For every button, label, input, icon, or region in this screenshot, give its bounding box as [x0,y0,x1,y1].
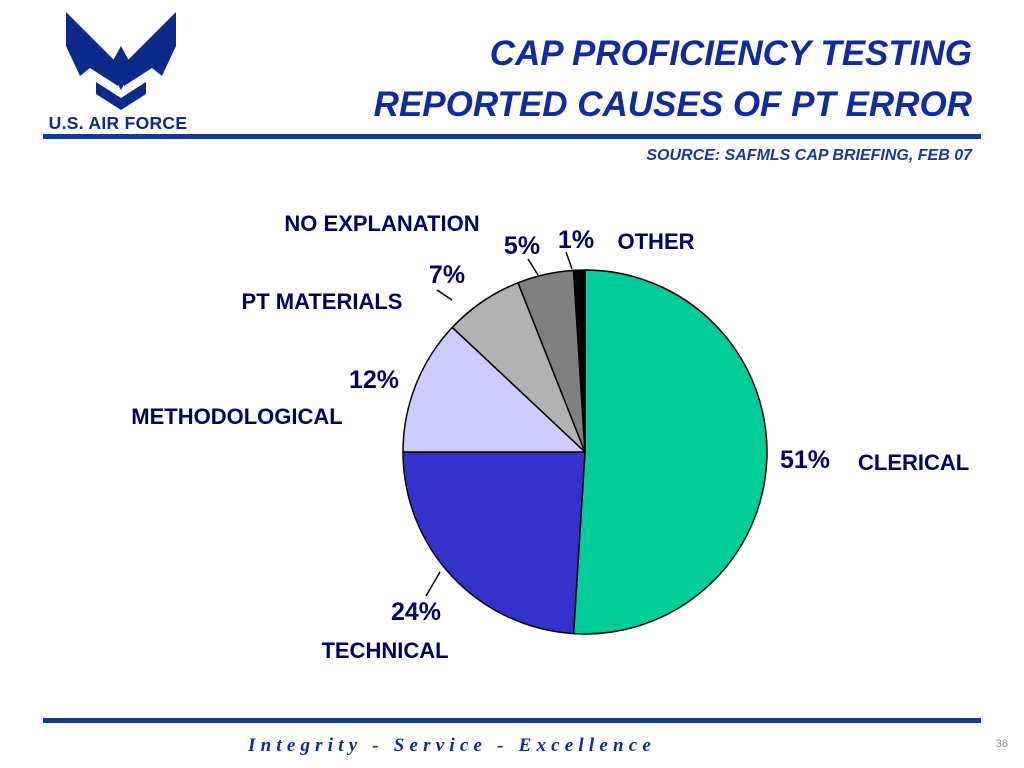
slice-value-label: 1% [558,226,594,254]
air-force-wings-logo-icon [66,12,176,110]
slice-category-label: NO EXPLANATION [284,211,479,236]
slice-value-label: 12% [349,366,399,394]
leader-line [527,258,539,276]
footer-motto: Integrity - Service - Excellence [248,735,657,756]
slice-category-label: TECHNICAL [321,638,448,663]
header-divider [43,134,981,139]
title-line-2: REPORTED CAUSES OF PT ERROR [373,85,972,124]
leader-lines [425,251,573,597]
leader-line [436,289,453,301]
pie-slices [402,269,768,635]
pie-labels: 51% CLERICAL 24% TECHNICAL 12% METHODOLOGICAL… [131,211,969,663]
page-number: 38 [995,738,1008,750]
slice-category-label: CLERICAL [858,450,969,475]
logo-wordmark: U.S. AIR FORCE [48,113,188,133]
source-note: SOURCE: SAFMLS CAP BRIEFING, FEB 07 [646,147,972,164]
footer-divider [43,718,981,723]
pie-slice-clerical [572,269,768,635]
leader-line [565,251,573,270]
slice-category-label: PT MATERIALS [242,289,403,314]
pie-slice-methodological [402,326,586,453]
slice-value-label: 24% [391,598,441,626]
slice-value-label: 51% [780,446,830,474]
pie-slice-other [572,269,586,453]
leader-line [425,571,441,597]
pie-slice-technical [402,451,586,635]
slice-value-label: 7% [429,261,465,289]
slice-value-label: 5% [504,232,540,260]
slide-title: CAP PROFICIENCY TESTING REPORTED CAUSES … [374,28,972,130]
title-line-1: CAP PROFICIENCY TESTING [489,34,972,73]
slice-category-label: OTHER [618,229,695,254]
slice-category-label: METHODOLOGICAL [131,404,342,429]
